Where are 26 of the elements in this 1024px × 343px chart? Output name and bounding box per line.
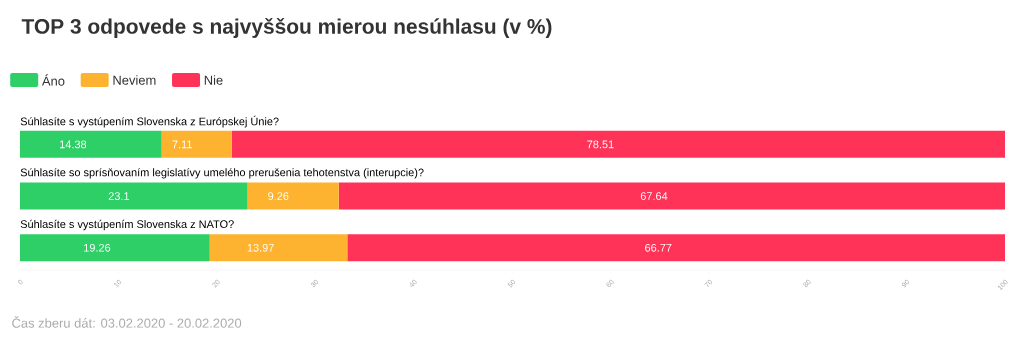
bar bbox=[247, 182, 339, 210]
bar bbox=[161, 130, 232, 158]
bar bbox=[20, 234, 210, 262]
data-label: 14.38 bbox=[60, 140, 87, 149]
text: Čas zberu dát: 03.02.2020 - 20.02.2020 bbox=[12, 316, 242, 328]
y-tick-label: Súhlasíte s vystúpením Slovenska z Európskej Únie? bbox=[20, 115, 279, 128]
bar bbox=[347, 234, 1006, 262]
bar bbox=[20, 182, 248, 210]
data-label: 7.11 bbox=[172, 140, 192, 149]
bar bbox=[209, 234, 348, 262]
data-label: 19.26 bbox=[84, 243, 111, 252]
legend-label: Áno bbox=[41, 74, 65, 86]
data-label: 13.97 bbox=[247, 243, 274, 252]
y-tick-label: Súhlasíte so sprísňovaním legislatívy umelého prerušenia tehotenstva (interupcie)? bbox=[20, 168, 424, 179]
legend-label: Nie bbox=[204, 75, 223, 85]
data-label: 67.64 bbox=[640, 192, 668, 200]
data-label: 23.1 bbox=[108, 192, 130, 200]
chart-title: TOP 3 odpovede s najvyššou mierou nesúhlasu (v %) bbox=[21, 18, 552, 38]
bar bbox=[20, 130, 162, 158]
data-label: 78.51 bbox=[587, 140, 614, 149]
bar bbox=[231, 130, 1006, 158]
legend-label: Neviem bbox=[113, 75, 156, 85]
bar bbox=[338, 182, 1006, 210]
data-label: 66.77 bbox=[645, 243, 672, 252]
y-tick-label: Súhlasíte s vystúpením Slovenska z NATO? bbox=[20, 219, 234, 231]
data-label: 9.26 bbox=[268, 192, 289, 200]
